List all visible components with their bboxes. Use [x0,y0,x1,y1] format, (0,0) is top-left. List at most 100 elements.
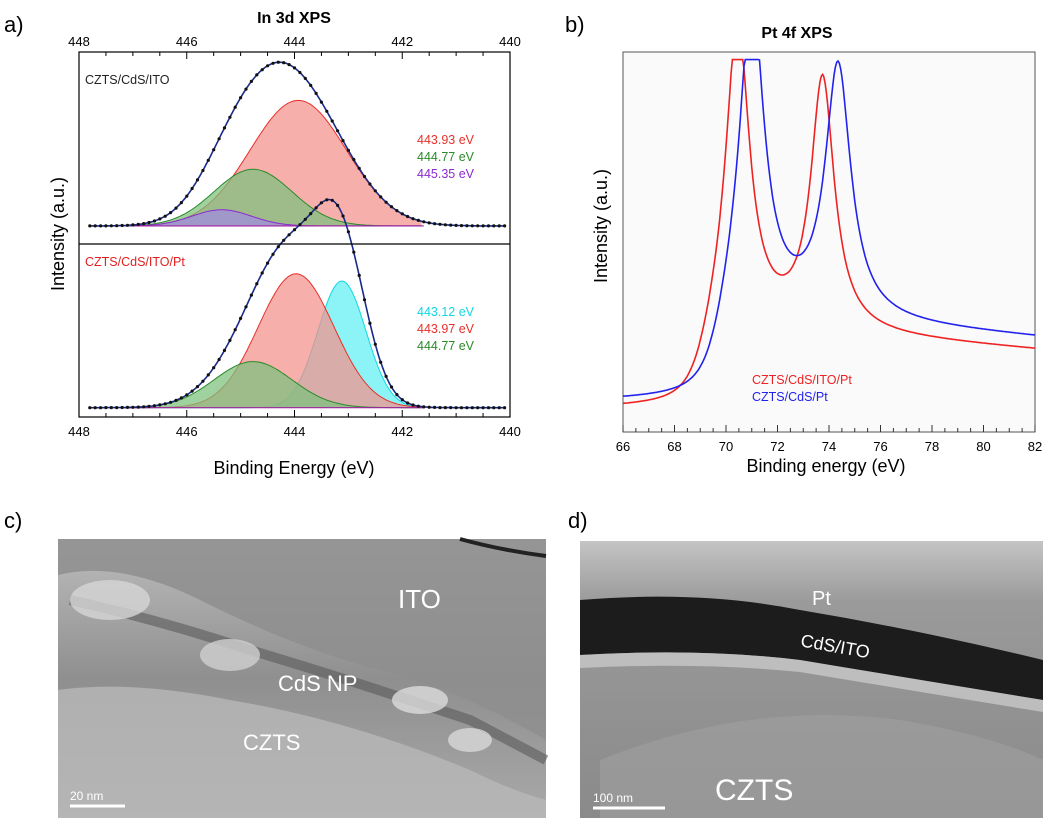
data-point [449,223,453,227]
data-point [244,87,248,91]
data-point [400,212,404,216]
panel-label-c: c) [4,508,22,533]
data-point [93,224,97,228]
data-point [422,405,426,409]
tick-label: 76 [873,439,887,454]
chart-a-subplot-top [88,60,507,228]
data-point [287,63,291,67]
data-point [319,201,323,205]
data-point [185,194,189,198]
data-point [195,178,200,182]
peak-fill [122,273,422,408]
data-point [249,293,253,297]
chart-a-bottom-sample-label: CZTS/CdS/ITO/Pt [85,255,185,269]
legend-cds-pt: CZTS/CdS/Pt [752,390,828,404]
data-point [163,214,167,218]
tem-d-label-czts: CZTS [715,774,793,807]
data-point [136,405,140,409]
data-point [465,224,469,228]
data-point [389,385,394,389]
series-line-1 [622,58,1036,397]
data-point [206,158,210,162]
data-point [443,223,447,227]
data-point [217,137,221,141]
data-point [228,338,232,342]
data-point [341,139,345,143]
data-point [152,219,156,223]
data-point [309,212,313,216]
data-point [346,148,350,152]
data-point [319,100,323,104]
chart-b-xlabel: Binding energy (eV) [746,456,905,476]
tick-label: 80 [976,439,990,454]
data-point [362,174,367,179]
data-point [282,61,286,65]
peak-label-443-12: 443.12 eV [417,305,475,319]
tem-c-scale-bar: 20 nm [70,789,103,803]
data-point [260,68,264,72]
data-point [125,223,130,227]
data-point [169,400,173,404]
tick-label: 440 [499,424,521,439]
panel-label-a: a) [4,12,24,37]
tick-label: 442 [391,34,413,49]
data-point [411,217,415,221]
panel-label-b: b) [565,12,585,37]
data-point [142,405,146,409]
tem-image-d [580,541,1043,818]
data-point [99,406,103,410]
data-point [282,238,286,242]
data-point [104,406,108,410]
data-point [427,405,431,409]
tem-d-label-pt: Pt [812,588,831,610]
tem-c-label-cds: CdS NP [278,671,357,696]
data-point [481,406,485,410]
data-point [222,348,227,352]
peak-label-443-97: 443.97 eV [417,322,475,336]
data-point [120,405,124,410]
chart-a-bottom-axis: 448 446 444 442 440 [68,410,521,439]
data-point [249,79,253,83]
data-point [416,218,420,222]
data-point [174,206,178,210]
data-point [99,224,103,228]
data-point [303,217,307,221]
data-point [470,406,474,410]
data-point [255,73,259,77]
data-point [325,198,329,202]
data-point [465,406,469,410]
data-point [222,126,227,130]
data-point [411,403,415,407]
data-point [384,374,388,378]
data-point [503,406,507,410]
data-point [109,224,113,228]
data-point [276,60,280,64]
data-point [255,282,259,286]
tick-label: 70 [719,439,733,454]
peak-fill [122,100,422,226]
data-point [395,393,399,397]
data-point [125,405,130,409]
peak-label-444-77: 444.77 eV [417,150,475,164]
data-point [470,224,474,228]
data-point [206,373,210,377]
data-point [260,271,264,275]
data-point [459,406,464,410]
data-point [454,406,458,410]
data-point [228,115,232,119]
data-point [147,404,151,408]
data-point [373,342,377,346]
data-point [147,220,151,225]
data-point [266,64,270,68]
chart-a-ylabel: Intensity (a.u.) [48,177,68,291]
data-point [433,222,437,226]
data-point [104,224,108,228]
data-point [120,223,124,228]
data-point [352,250,356,254]
tick-label: 448 [68,424,90,439]
data-point [486,406,491,410]
tick-label: 74 [822,439,836,454]
data-point [427,221,431,225]
tick-label: 68 [667,439,681,454]
data-point [239,96,243,100]
